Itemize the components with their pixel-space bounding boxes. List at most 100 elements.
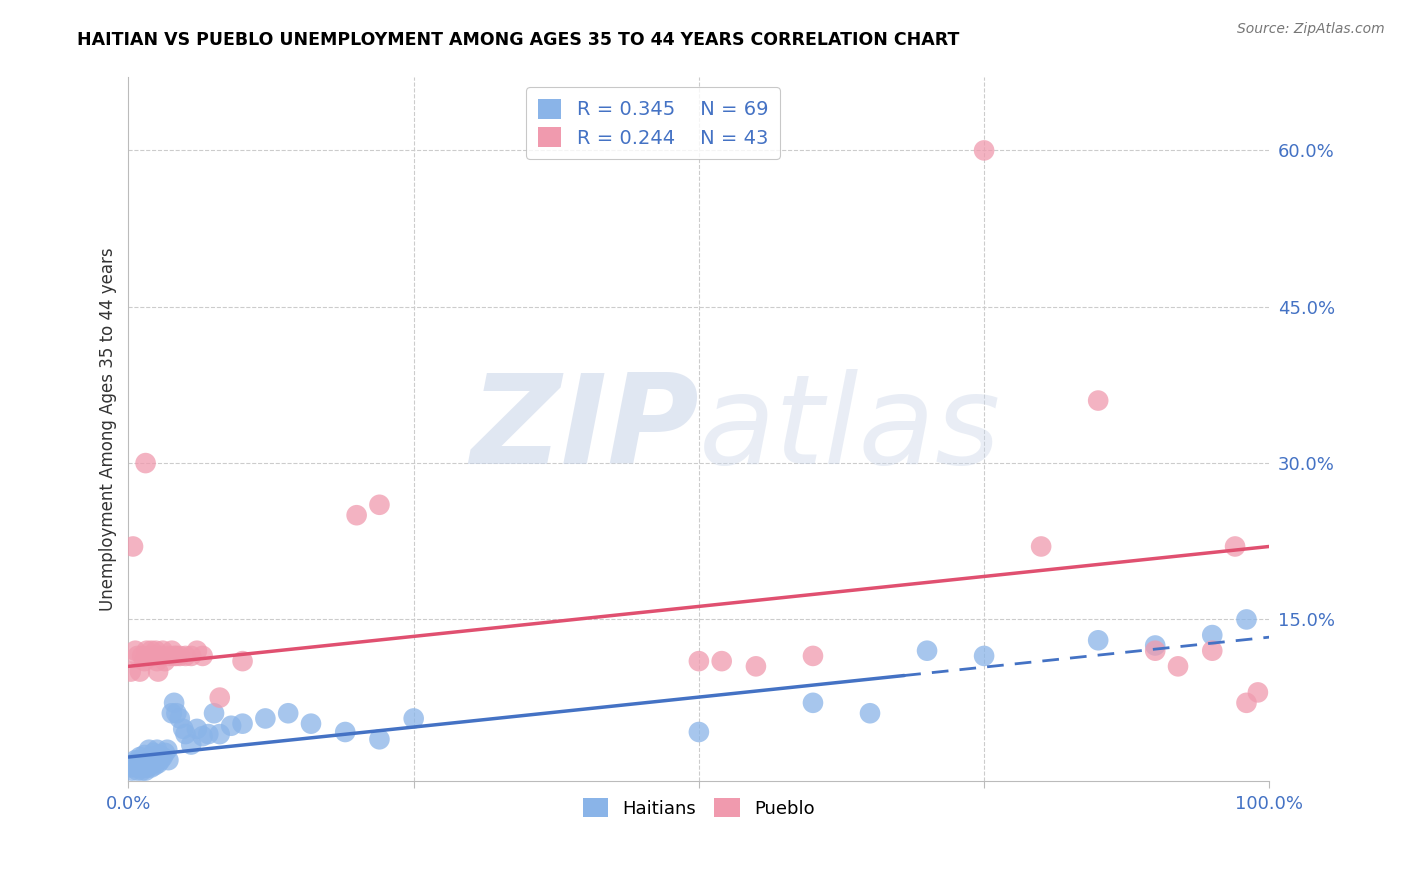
Point [1029,540,1052,554]
Point [163,648,186,663]
Point [1144,639,1167,653]
Point [153,654,176,668]
Point [141,760,163,774]
Point [688,725,710,739]
Point [157,648,180,663]
Point [973,144,995,158]
Point [122,758,145,772]
Point [142,648,165,663]
Point [299,716,322,731]
Point [127,648,149,663]
Point [135,456,157,470]
Point [120,760,142,774]
Point [142,746,165,760]
Point [915,643,938,657]
Text: Source: ZipAtlas.com: Source: ZipAtlas.com [1237,22,1385,37]
Text: ZIP: ZIP [470,368,699,490]
Point [801,696,824,710]
Point [138,742,160,756]
Text: HAITIAN VS PUEBLO UNEMPLOYMENT AMONG AGES 35 TO 44 YEARS CORRELATION CHART: HAITIAN VS PUEBLO UNEMPLOYMENT AMONG AGE… [77,31,960,49]
Point [402,711,425,725]
Point [157,753,180,767]
Point [165,648,187,663]
Point [1201,628,1223,642]
Point [138,648,160,663]
Point [254,711,277,725]
Point [973,648,995,663]
Point [120,665,142,679]
Point [128,750,150,764]
Point [186,643,208,657]
Point [153,746,176,760]
Point [138,753,160,767]
Point [139,758,162,772]
Point [169,711,191,725]
Point [127,758,149,772]
Point [368,732,391,747]
Point [131,764,153,778]
Point [191,729,214,743]
Point [142,753,165,767]
Point [174,648,197,663]
Point [191,648,214,663]
Point [143,758,166,772]
Point [1144,643,1167,657]
Point [156,742,179,756]
Point [1167,659,1189,673]
Point [172,722,194,736]
Point [122,756,145,771]
Point [145,750,167,764]
Point [801,648,824,663]
Point [148,747,170,762]
Point [745,659,768,673]
Point [219,719,242,733]
Point [174,727,197,741]
Point [186,722,208,736]
Point [346,508,368,523]
Point [146,654,169,668]
Point [135,753,157,767]
Legend: Haitians, Pueblo: Haitians, Pueblo [575,790,823,825]
Point [141,756,163,771]
Point [169,648,191,663]
Point [135,764,157,778]
Point [134,654,156,668]
Point [152,750,174,764]
Point [202,706,225,721]
Point [141,643,163,657]
Text: atlas: atlas [699,368,1001,490]
Point [127,764,149,778]
Point [146,665,169,679]
Point [122,540,145,554]
Point [1087,633,1109,648]
Y-axis label: Unemployment Among Ages 35 to 44 years: Unemployment Among Ages 35 to 44 years [100,247,117,611]
Point [125,760,148,774]
Point [160,643,183,657]
Point [136,756,159,771]
Point [208,690,231,705]
Point [135,760,157,774]
Point [335,725,357,739]
Point [134,747,156,762]
Point [368,498,391,512]
Point [152,643,174,657]
Point [197,727,219,741]
Point [165,706,187,721]
Point [1236,612,1258,626]
Point [134,760,156,774]
Point [146,756,169,771]
Point [1247,685,1270,699]
Point [1236,696,1258,710]
Point [232,716,254,731]
Point [124,643,146,657]
Point [124,753,146,767]
Point [131,753,153,767]
Point [128,760,150,774]
Point [141,750,163,764]
Point [180,648,202,663]
Point [163,696,186,710]
Point [1201,643,1223,657]
Point [135,758,157,772]
Point [1087,393,1109,408]
Point [131,648,153,663]
